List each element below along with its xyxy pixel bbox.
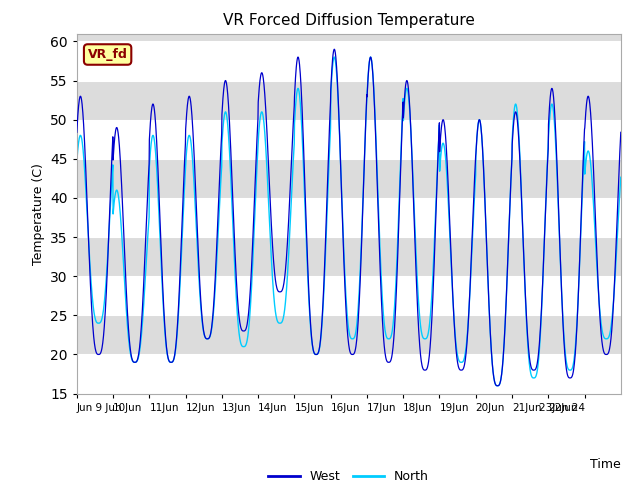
- Legend: West, North: West, North: [264, 465, 434, 480]
- Bar: [77, 41, 621, 81]
- North: [365, 66, 372, 72]
- Text: Time: Time: [590, 458, 621, 471]
- West: [617, 130, 625, 135]
- North: [330, 54, 338, 60]
- North: [73, 159, 81, 165]
- West: [73, 130, 81, 135]
- West: [584, 94, 592, 99]
- Bar: [77, 276, 621, 315]
- North: [508, 171, 515, 177]
- West: [225, 102, 232, 108]
- Y-axis label: Temperature (C): Temperature (C): [31, 163, 45, 264]
- North: [376, 256, 384, 262]
- North: [617, 174, 625, 180]
- West: [493, 383, 501, 389]
- North: [584, 148, 592, 154]
- Line: West: West: [77, 49, 621, 386]
- North: [225, 132, 232, 137]
- Bar: [77, 354, 621, 394]
- North: [493, 383, 501, 389]
- North: [570, 362, 577, 368]
- West: [508, 171, 515, 177]
- Text: VR_fd: VR_fd: [88, 48, 127, 61]
- West: [365, 68, 372, 73]
- Line: North: North: [77, 57, 621, 386]
- West: [376, 273, 384, 279]
- West: [330, 47, 338, 52]
- West: [570, 370, 577, 375]
- Title: VR Forced Diffusion Temperature: VR Forced Diffusion Temperature: [223, 13, 475, 28]
- Bar: [77, 198, 621, 237]
- Bar: [77, 120, 621, 159]
